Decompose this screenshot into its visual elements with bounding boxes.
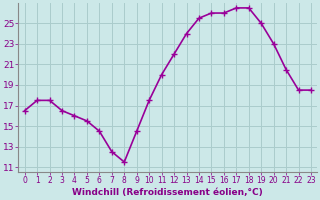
X-axis label: Windchill (Refroidissement éolien,°C): Windchill (Refroidissement éolien,°C) — [72, 188, 263, 197]
